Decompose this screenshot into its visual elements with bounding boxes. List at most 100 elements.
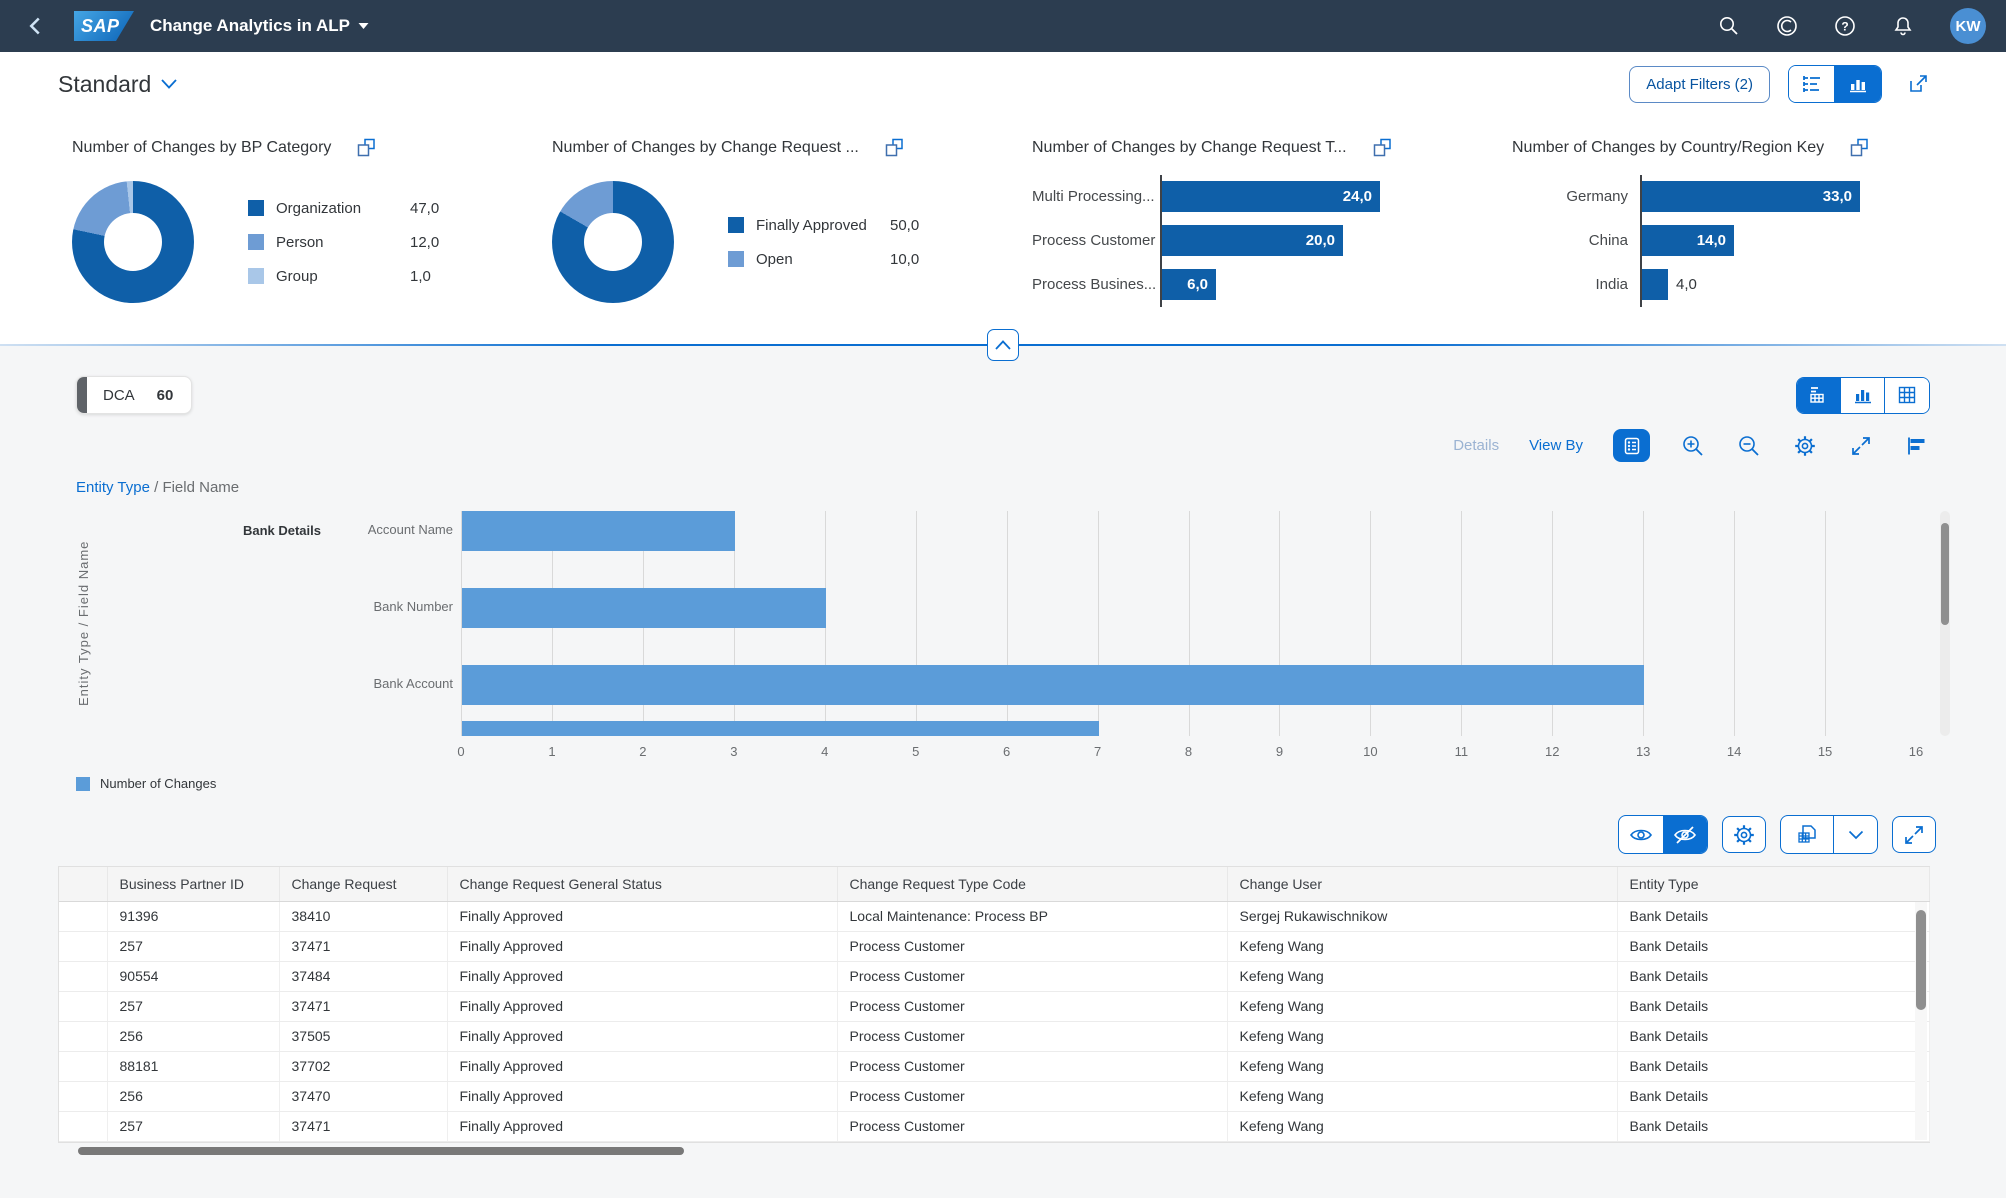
table-cell: Kefeng Wang	[1227, 1111, 1618, 1142]
kpi-card-1[interactable]: Number of Changes by Change Request ... F…	[552, 138, 982, 346]
kpi-bar-row: China 14,0	[1512, 218, 1882, 263]
row-selector[interactable]	[59, 1081, 108, 1112]
app-title-menu[interactable]: Change Analytics in ALP	[150, 16, 369, 36]
table-row[interactable]: 90554 37484 Finally Approved Process Custom…	[59, 961, 1930, 992]
row-selector[interactable]	[59, 961, 108, 992]
table-settings-button[interactable]	[1722, 816, 1766, 853]
svg-text:?: ?	[1841, 19, 1848, 33]
column-header[interactable]: Change Request Type Code	[837, 867, 1228, 902]
view-by-link[interactable]: View By	[1529, 437, 1583, 454]
chart-bar-bank-account[interactable]	[462, 665, 1645, 705]
chart-bar-account-name[interactable]	[462, 511, 735, 551]
row-selector[interactable]	[59, 931, 108, 962]
table-horizontal-scrollbar-thumb[interactable]	[78, 1146, 684, 1155]
table-row[interactable]: 256 37505 Finally Approved Process Customer…	[59, 1021, 1930, 1052]
filter-list-view-button[interactable]	[1789, 66, 1835, 102]
open-in-popup-icon[interactable]	[357, 138, 376, 157]
hide-details-button[interactable]	[1663, 816, 1707, 853]
table-view-button[interactable]	[1885, 377, 1929, 413]
table-row[interactable]: 257 37471 Finally Approved Process Customer…	[59, 931, 1930, 962]
row-selector[interactable]	[59, 1051, 108, 1082]
row-selector[interactable]	[59, 991, 108, 1022]
chart-type-button[interactable]	[1904, 433, 1930, 459]
sap-logo[interactable]: SAP	[74, 11, 134, 41]
table-cell: Finally Approved	[447, 931, 838, 962]
chart-settings-button[interactable]	[1792, 433, 1818, 459]
collapse-header-button[interactable]	[987, 329, 1019, 361]
chevron-up-icon	[995, 340, 1011, 350]
chart-fullscreen-button[interactable]	[1848, 433, 1874, 459]
row-selector[interactable]	[59, 1021, 108, 1052]
variant-selector[interactable]: Standard	[58, 71, 178, 98]
column-header[interactable]: Change Request General Status	[447, 867, 838, 902]
table-scrollbar-thumb[interactable]	[1916, 910, 1926, 1010]
filter-chart-view-button[interactable]	[1835, 66, 1881, 102]
user-avatar[interactable]: KW	[1950, 8, 1986, 44]
table-fullscreen-button[interactable]	[1892, 816, 1936, 853]
column-header[interactable]: Change Request	[279, 867, 448, 902]
column-header[interactable]: Change User	[1227, 867, 1618, 902]
kpi-card-2[interactable]: Number of Changes by Change Request T...…	[1032, 138, 1462, 346]
export-spreadsheet-button[interactable]	[1781, 816, 1833, 853]
kpi-bar-row: Multi Processing... 24,0	[1032, 174, 1402, 219]
table-cell: Process Customer	[837, 961, 1228, 992]
kpi-bar[interactable]: 14,0	[1642, 225, 1734, 256]
zoom-out-button[interactable]	[1736, 433, 1762, 459]
search-icon[interactable]	[1718, 15, 1740, 37]
kpi-tag-dca[interactable]: DCA 60	[76, 376, 193, 414]
kpi-card-0[interactable]: Number of Changes by BP Category Organiza…	[72, 138, 502, 346]
table-cell: 257	[107, 991, 280, 1022]
column-header[interactable]: Entity Type	[1617, 867, 1930, 902]
legend-toggle-button[interactable]	[1613, 429, 1650, 462]
table-cell: Process Customer	[837, 1021, 1228, 1052]
show-details-button[interactable]	[1619, 816, 1663, 853]
table-cell: Bank Details	[1617, 1021, 1930, 1052]
table-row[interactable]: 257 37471 Finally Approved Process Customer…	[59, 1111, 1930, 1142]
notifications-icon[interactable]	[1892, 15, 1914, 37]
x-tick-label: 7	[1093, 744, 1102, 759]
table-row[interactable]: 257 37471 Finally Approved Process Customer…	[59, 991, 1930, 1022]
kpi-bar[interactable]	[1642, 269, 1668, 300]
chart-view-button[interactable]	[1841, 377, 1885, 413]
row-selector[interactable]	[59, 1111, 108, 1142]
open-in-popup-icon[interactable]	[1373, 138, 1392, 157]
kpi-bar[interactable]: 24,0	[1162, 181, 1380, 212]
table-cell: Kefeng Wang	[1227, 991, 1618, 1022]
table-row[interactable]: 88181 37702 Finally Approved Process Custom…	[59, 1051, 1930, 1082]
kpi-bar-row: India 4,0	[1512, 262, 1882, 307]
table-cell: Process Customer	[837, 1081, 1228, 1112]
copilot-icon[interactable]	[1776, 15, 1798, 37]
hybrid-view-button[interactable]	[1797, 377, 1841, 413]
kpi-bar[interactable]: 20,0	[1162, 225, 1343, 256]
table-row[interactable]: 256 37470 Finally Approved Process Customer…	[59, 1081, 1930, 1112]
open-in-popup-icon[interactable]	[885, 138, 904, 157]
export-menu-button[interactable]	[1833, 816, 1877, 853]
chart-bar-bank-number[interactable]	[462, 588, 826, 628]
breadcrumb-entity-type[interactable]: Entity Type	[76, 479, 150, 496]
filterbar-view-segment	[1788, 65, 1882, 103]
row-selector[interactable]	[59, 901, 108, 932]
donut-chart[interactable]	[72, 181, 194, 303]
back-button[interactable]	[20, 11, 50, 41]
kpi-bar[interactable]: 6,0	[1162, 269, 1216, 300]
table-cell: Bank Details	[1617, 991, 1930, 1022]
chart-category-label: Bank Account	[373, 676, 454, 691]
zoom-in-button[interactable]	[1680, 433, 1706, 459]
table-row[interactable]: 91396 38410 Finally Approved Local Maintena…	[59, 901, 1930, 932]
x-tick-label: 10	[1363, 744, 1378, 759]
donut-chart[interactable]	[552, 181, 674, 303]
table-cell: 257	[107, 1111, 280, 1142]
open-in-popup-icon[interactable]	[1850, 138, 1869, 157]
share-button[interactable]	[1900, 66, 1936, 102]
gridline	[1825, 511, 1827, 736]
kpi-card-3[interactable]: Number of Changes by Country/Region Key G…	[1512, 138, 1942, 346]
adapt-filters-button[interactable]: Adapt Filters (2)	[1629, 65, 1770, 103]
details-link[interactable]: Details	[1453, 437, 1500, 454]
column-header[interactable]: Business Partner ID	[107, 867, 280, 902]
help-icon[interactable]: ?	[1834, 15, 1856, 37]
table-cell: Finally Approved	[447, 1111, 838, 1142]
table-cell: 88181	[107, 1051, 280, 1082]
chart-scrollbar-thumb[interactable]	[1941, 523, 1949, 625]
chart-bar-partial[interactable]	[462, 721, 1099, 736]
kpi-bar[interactable]: 33,0	[1642, 181, 1860, 212]
